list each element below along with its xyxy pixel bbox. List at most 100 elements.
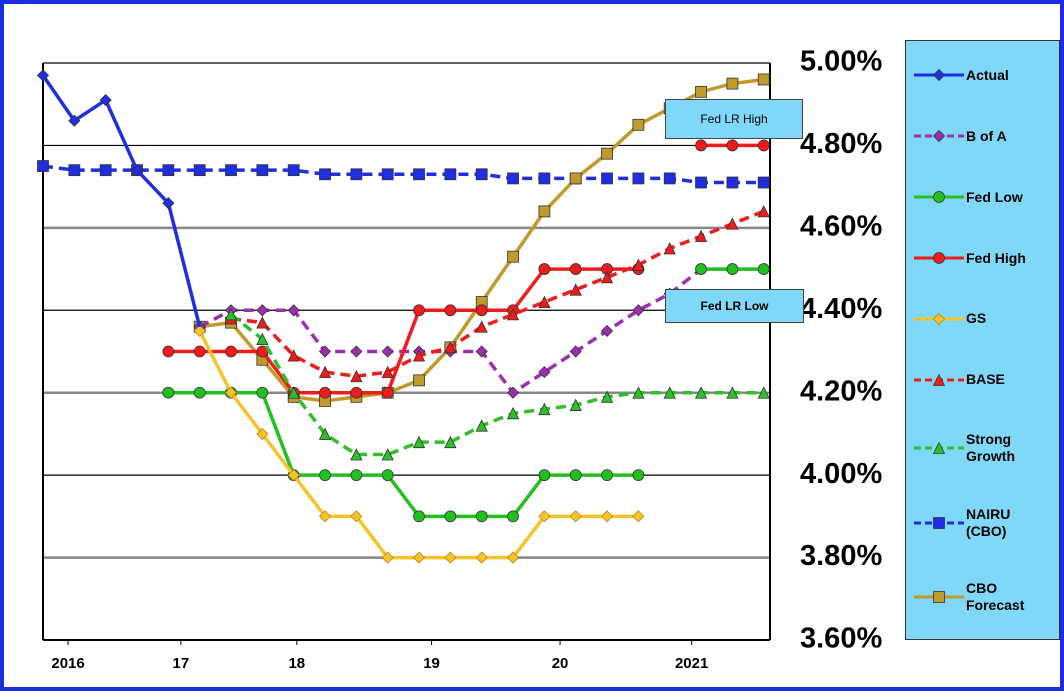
data-point xyxy=(256,304,269,317)
data-point xyxy=(569,510,582,523)
data-point xyxy=(412,349,426,362)
data-point xyxy=(287,469,300,482)
data-point xyxy=(162,197,175,210)
data-point xyxy=(538,366,551,379)
data-point xyxy=(381,345,394,358)
legend-swatch xyxy=(914,252,964,264)
legend-marker xyxy=(933,252,945,264)
data-point xyxy=(193,164,206,177)
data-point xyxy=(287,164,300,177)
data-point xyxy=(695,85,707,98)
data-point xyxy=(695,176,707,189)
legend-swatch xyxy=(914,312,964,326)
data-point xyxy=(412,551,426,564)
y-tick-label: 4.40% xyxy=(800,293,882,325)
data-point xyxy=(538,402,551,416)
data-point xyxy=(162,345,175,358)
data-point xyxy=(538,510,551,523)
data-point xyxy=(726,263,739,275)
data-point xyxy=(319,168,331,181)
data-point xyxy=(193,386,206,399)
data-point xyxy=(757,73,770,86)
legend-label: BASE xyxy=(966,371,1005,388)
data-point xyxy=(726,77,739,90)
data-point xyxy=(318,427,332,440)
data-point xyxy=(444,340,457,354)
data-point xyxy=(162,164,175,177)
data-point xyxy=(601,147,613,160)
data-point xyxy=(350,469,363,482)
legend-item: Strong Growth xyxy=(906,431,1059,465)
x-tick-label: 2016 xyxy=(51,655,84,672)
data-point xyxy=(569,172,582,185)
data-point xyxy=(413,510,425,523)
data-point xyxy=(412,435,426,449)
legend-marker xyxy=(932,441,946,454)
data-point xyxy=(569,263,582,275)
legend-label: Fed Low xyxy=(966,188,1023,205)
legend-item: NAIRU (CBO) xyxy=(906,506,1059,540)
legend-swatch xyxy=(914,191,964,204)
data-point xyxy=(757,204,770,218)
data-point xyxy=(256,316,269,329)
data-point xyxy=(350,386,363,399)
data-point xyxy=(694,386,708,399)
data-point xyxy=(256,427,269,440)
series xyxy=(193,324,645,564)
data-point xyxy=(287,304,300,317)
data-point xyxy=(507,510,519,523)
data-point xyxy=(569,469,582,482)
data-point xyxy=(193,324,206,337)
legend-item: B of A xyxy=(906,126,1059,146)
data-point xyxy=(68,114,81,127)
data-point xyxy=(601,469,613,482)
data-point xyxy=(287,349,300,362)
data-point xyxy=(381,469,394,482)
data-point xyxy=(632,510,645,523)
data-point xyxy=(694,229,708,243)
legend-swatch xyxy=(914,516,964,529)
data-point xyxy=(663,172,676,185)
data-point xyxy=(318,345,332,358)
data-point xyxy=(225,345,237,358)
data-point xyxy=(663,242,676,255)
data-point xyxy=(224,386,238,399)
data-point xyxy=(381,386,394,399)
data-point xyxy=(632,118,645,131)
data-point xyxy=(256,386,269,399)
data-point xyxy=(350,345,363,358)
legend-item: BASE xyxy=(906,370,1059,390)
data-point xyxy=(381,365,394,379)
data-point xyxy=(413,304,425,317)
legend: Actual B of A Fed Low Fed High GS BASE Strong … xyxy=(905,40,1060,640)
series xyxy=(162,263,770,523)
data-point xyxy=(350,369,363,383)
data-point xyxy=(350,510,363,523)
data-point xyxy=(726,139,739,152)
data-point xyxy=(632,258,645,271)
series-line xyxy=(41,74,202,328)
series-line xyxy=(229,313,764,457)
data-point xyxy=(37,160,49,172)
legend-label: GS xyxy=(966,310,987,327)
data-point xyxy=(663,386,676,399)
data-point xyxy=(224,308,238,321)
data-point xyxy=(444,510,457,523)
data-point xyxy=(726,217,739,230)
data-point xyxy=(413,168,425,181)
y-tick-label: 3.80% xyxy=(800,540,882,572)
data-point xyxy=(538,469,551,482)
y-tick-label: 4.00% xyxy=(800,458,882,490)
data-point xyxy=(632,386,645,399)
y-tick-label: 4.20% xyxy=(800,375,882,407)
data-point xyxy=(695,139,707,152)
data-point xyxy=(538,205,551,218)
y-tick-label: 4.80% xyxy=(800,128,882,160)
data-point xyxy=(538,172,551,185)
data-point xyxy=(130,164,144,177)
data-point xyxy=(475,345,488,358)
data-point xyxy=(600,324,614,337)
data-point xyxy=(318,365,332,379)
data-point xyxy=(318,510,332,523)
